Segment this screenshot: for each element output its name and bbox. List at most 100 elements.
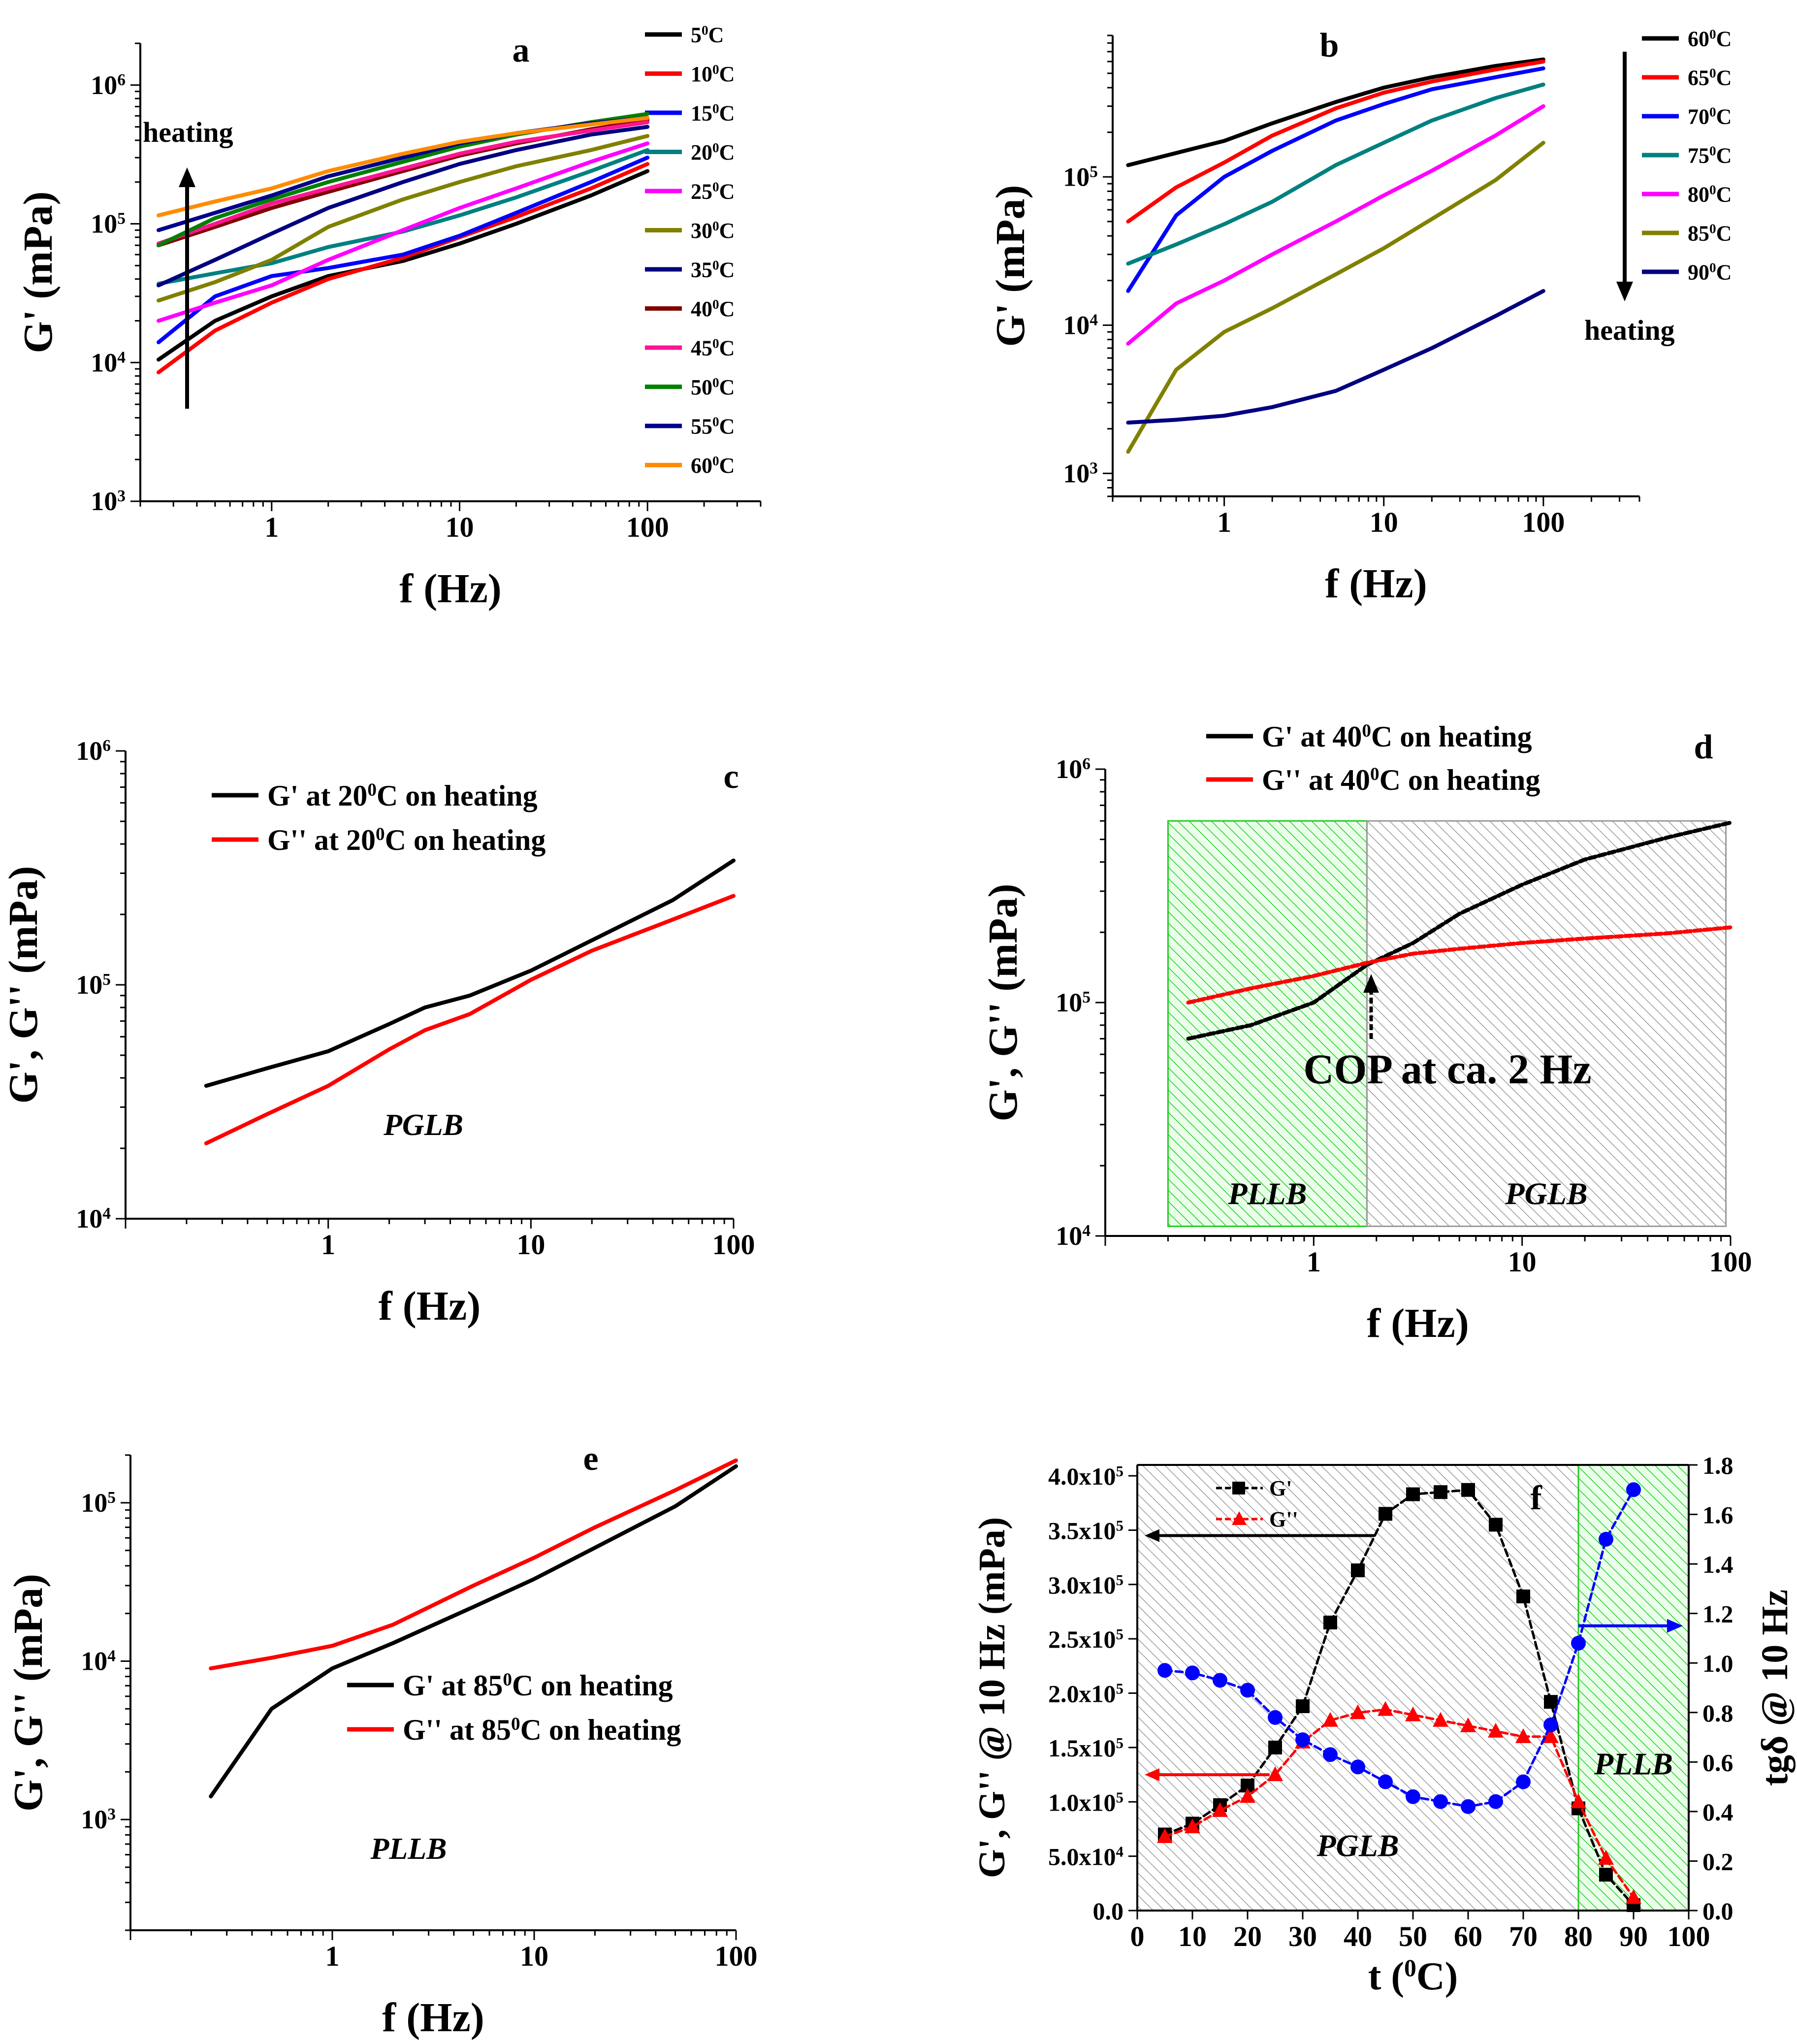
region-label-pllb: PLLB [1227,1176,1307,1211]
x-tick-label: 10 [445,511,474,543]
legend-label: 50C [691,23,724,47]
series-line [157,116,650,218]
arrow-head-right [1667,1619,1683,1633]
y-tick-label: 3.5x105 [1048,1517,1123,1545]
x-axis-label: f (Hz) [1325,561,1427,607]
x-tick-label: 100 [1522,506,1565,538]
data-point [1213,1673,1227,1688]
data-point [1571,1793,1586,1809]
data-point [1571,1636,1586,1651]
y-tick-label: 5.0x104 [1048,1843,1123,1871]
series-line [209,1458,738,1671]
data-point [1626,1482,1641,1497]
legend-label: 800C [1688,182,1732,206]
x-tick-label: 1 [264,511,279,543]
series-line [1126,104,1545,346]
y-tick-label: 105 [81,1488,116,1518]
x-tick-label: 60 [1454,1920,1482,1952]
legend-label: G'' at 200C on heating [267,824,546,856]
x-axis-label: f (Hz) [379,1283,481,1329]
series-2: 650C [1126,60,1732,224]
x-tick-label: 1 [1217,506,1231,538]
series-line [1126,60,1545,224]
data-point [1599,1868,1613,1882]
data-point [1516,1590,1530,1604]
x-tick-label: 80 [1564,1920,1593,1952]
series-2: G'' at 400C on heating [1186,764,1733,1005]
series-line [1126,289,1545,425]
data-point [1515,1728,1531,1743]
data-point [1543,1728,1559,1743]
legend-label: G'' [1269,1507,1298,1531]
legend-label: 100C [691,62,735,86]
region-pllb [1577,1464,1690,1912]
panel-d: PLLB PGLB 1 10 100 104 105 106 f (Hz) G', G'' (mP… [980,720,1752,1346]
legend-label: 900C [1688,260,1732,284]
data-point [1434,1485,1447,1499]
y2-tick-label: 0.0 [1702,1897,1733,1925]
y-tick-label: 2.0x105 [1048,1680,1123,1708]
x-tick-label: 10 [1178,1920,1207,1952]
panel-label: d [1694,728,1713,766]
annotation: COP at ca. 2 Hz [1303,1045,1591,1093]
y-tick-label: 106 [1056,754,1091,784]
y-axis-label: G' (mPa) [988,185,1033,347]
series-3 [1157,1482,1641,1814]
series-7: 350C [157,125,735,288]
y-tick-label: 104 [91,348,126,377]
data-point [1379,1507,1392,1521]
legend-label: 450C [691,336,735,360]
x-tick-label: 0 [1130,1920,1145,1952]
y2-tick-label: 0.2 [1702,1848,1733,1875]
series-2: 100C [157,62,735,375]
series-7: 900C [1126,260,1732,425]
series-line [1126,57,1545,167]
series-line [209,1464,738,1799]
x-tick-label: 40 [1344,1920,1372,1952]
region-label-pglb: PGLB [1505,1176,1587,1211]
legend-label: G' at 400C on heating [1262,720,1532,753]
data-point [1212,1802,1228,1817]
x-tick-label: 10 [520,1940,548,1972]
data-point [1295,1732,1310,1748]
panel-e: 1 10 100 103 104 105 f (Hz) G', G'' (mPa) e G' at… [5,1440,758,2041]
y-tick-label: 1.0x105 [1048,1788,1123,1817]
x-tick-label: 50 [1399,1920,1427,1952]
data-point [1461,1799,1476,1814]
data-point [1268,1740,1282,1754]
y2-tick-label: 1.6 [1702,1501,1733,1529]
x-axis-label: f (Hz) [1367,1300,1469,1346]
y-tick-label: 105 [1063,162,1098,192]
legend-label: G' at 850C on heating [403,1669,673,1702]
y-tick-label: 104 [76,1204,111,1233]
panel-b: 1 10 100 103 104 105 f (Hz) G' (mPa) b 600C 650C 70… [988,27,1732,607]
legend-label: 500C [691,375,735,399]
data-point [1268,1710,1283,1725]
series-line [1126,82,1545,266]
x-tick-label: 30 [1288,1920,1317,1952]
data-point [1322,1712,1338,1727]
region-label-pglb: PGLB [1316,1828,1399,1863]
legend-label: 600C [1688,27,1732,51]
data-point [1405,1706,1421,1721]
legend-label: G' at 200C on heating [267,779,538,812]
annotation: heating [1584,314,1675,346]
x-tick-label: 100 [712,1229,755,1261]
data-point [1406,1789,1420,1804]
legend-marker [1232,1511,1247,1525]
series-line [157,141,650,323]
series-6: 850C [1126,140,1732,454]
x-axis-label: f (Hz) [399,566,502,612]
y2-axis-label: tgδ @ 10 Hz [1754,1590,1796,1786]
x-tick-label: 1 [325,1940,340,1972]
data-point [1488,1722,1504,1738]
data-point [1460,1717,1476,1732]
heating-arrow-head [1616,282,1633,301]
series-line [157,169,650,362]
series-line [157,156,650,345]
x-axis-label: f (Hz) [382,1995,484,2041]
y-tick-label: 1.5x105 [1048,1734,1123,1762]
cop-arrow-head [1363,974,1379,993]
